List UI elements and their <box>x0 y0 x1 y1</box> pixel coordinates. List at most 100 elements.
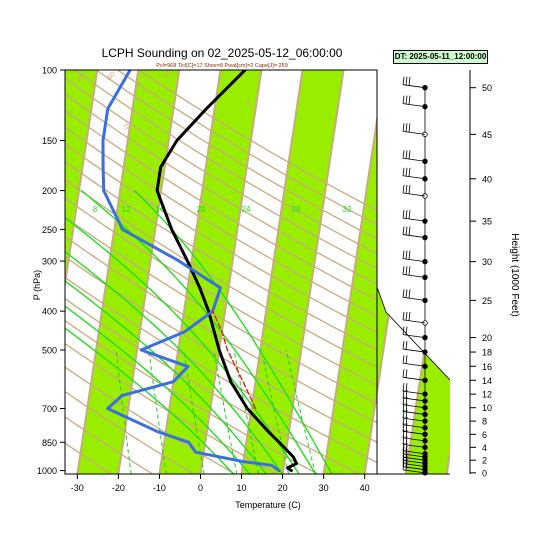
height-tick-label: 35 <box>482 217 492 227</box>
wind-barb-flag <box>408 150 411 160</box>
isotherm-band <box>241 70 344 474</box>
height-tick-label: 14 <box>482 376 492 386</box>
wind-barb-flag <box>405 167 408 177</box>
p-tick-label: 250 <box>42 225 57 235</box>
wind-barb <box>402 469 426 474</box>
dry-adiabat <box>65 390 195 474</box>
wind-barb-flag <box>405 369 408 378</box>
isotherm-label: 0 <box>245 100 253 108</box>
wind-barb-flag <box>405 123 408 132</box>
wind-barb-flag <box>405 311 408 321</box>
height-tick-label: 4 <box>482 443 487 453</box>
height-tick-label: 12 <box>482 390 492 400</box>
p-tick-label: 200 <box>42 186 57 196</box>
height-tick-label: 20 <box>482 333 492 343</box>
wind-barb-flag <box>405 76 408 86</box>
height-tick-label: 50 <box>482 83 492 93</box>
moist-adiabat-label: 28 <box>292 205 301 214</box>
temperature-line <box>155 70 298 473</box>
x-tick-label: 30 <box>319 483 329 493</box>
wind-barb <box>402 397 426 402</box>
wind-barb-flag <box>402 210 405 219</box>
wind-barb <box>402 453 426 458</box>
moist-adiabat <box>65 327 234 474</box>
isotherm-bands <box>65 70 377 474</box>
isotherm-line <box>363 385 377 474</box>
dry-adiabat <box>95 70 377 240</box>
dry-adiabat <box>65 342 277 474</box>
moist-adiabat <box>80 190 317 474</box>
dewpoint-line <box>101 70 281 473</box>
wind-barb <box>402 430 426 435</box>
wind-barb <box>402 463 426 467</box>
moist-adiabat-label: 32 <box>343 205 352 214</box>
height-tick-label: 8 <box>482 417 487 427</box>
wind-barb <box>402 130 426 135</box>
wind-barb-flag <box>402 123 405 132</box>
wind-barb <box>402 450 426 455</box>
side-mask <box>377 70 450 380</box>
x-tick-label: 20 <box>278 483 288 493</box>
wind-barb-flag <box>408 210 411 219</box>
moist-adiabat-label: 20 <box>197 205 206 214</box>
wind-barb-flag <box>402 150 405 159</box>
wind-barb <box>402 456 426 461</box>
wind-barb <box>402 466 426 471</box>
wind-barb <box>402 417 426 422</box>
side-isotherm <box>0 70 15 474</box>
wind-barb <box>402 459 426 464</box>
wind-barb-flag <box>408 167 411 177</box>
axes: -30 -20 -10 0 10 20 30 401001502002503004005007… <box>37 66 492 494</box>
height-tick-label: 45 <box>482 130 492 140</box>
mixing-ratio-line <box>233 349 260 474</box>
wind-barb-flag <box>402 167 405 176</box>
dry-adiabat <box>65 366 236 474</box>
moist-adiabat <box>65 250 284 474</box>
wind-barb-flag <box>402 326 405 335</box>
wind-barb-flag <box>408 123 411 133</box>
dry-adiabat <box>65 235 377 424</box>
x-axis-label: Temperature (C) <box>235 500 301 510</box>
dry-adiabat <box>65 126 377 317</box>
wind-barb <box>402 362 426 367</box>
moist-adiabat <box>65 216 300 474</box>
dry-adiabat <box>65 93 377 285</box>
wind-barb <box>402 192 426 197</box>
dry-adiabat <box>65 160 377 351</box>
p-tick-label: 400 <box>42 307 57 317</box>
side-band <box>0 70 15 474</box>
wind-barb-flag <box>402 95 405 104</box>
height-tick-label: 0 <box>482 468 487 478</box>
wind-barb <box>402 157 426 162</box>
wind-barb-flag <box>402 311 405 320</box>
wind-barb-flag <box>405 410 408 419</box>
wind-barb-flag <box>405 416 408 426</box>
p-tick-label: 700 <box>42 404 57 414</box>
wind-barb <box>402 234 426 238</box>
wind-barb <box>402 424 426 429</box>
p-tick-label: 300 <box>42 257 57 267</box>
wind-barb-flag <box>405 383 408 392</box>
wind-barb-flag <box>408 95 411 105</box>
wind-barb <box>402 411 426 415</box>
height-tick-label: 18 <box>482 348 492 358</box>
wind-barb-flag <box>405 184 408 194</box>
parcel-line <box>212 310 257 410</box>
dry-adiabat <box>65 77 377 270</box>
height-tick-label: 25 <box>482 296 492 306</box>
wind-barb-flag <box>405 436 408 445</box>
wind-barb-flag <box>402 226 405 235</box>
wind-barb-flag <box>405 226 408 236</box>
moist-adiabat-label: 8 <box>93 205 98 214</box>
p-tick-label: 150 <box>42 136 57 146</box>
wind-barb-flag <box>402 266 405 275</box>
height-tick-label: 30 <box>482 257 492 267</box>
wind-barb-flag <box>402 289 405 298</box>
p-tick-label: 100 <box>42 66 57 76</box>
wind-barb <box>402 217 426 222</box>
moist-adiabats <box>65 190 333 474</box>
wind-barb <box>402 297 426 301</box>
wind-barb-flag <box>402 76 405 85</box>
wind-barb-flag <box>408 250 411 260</box>
